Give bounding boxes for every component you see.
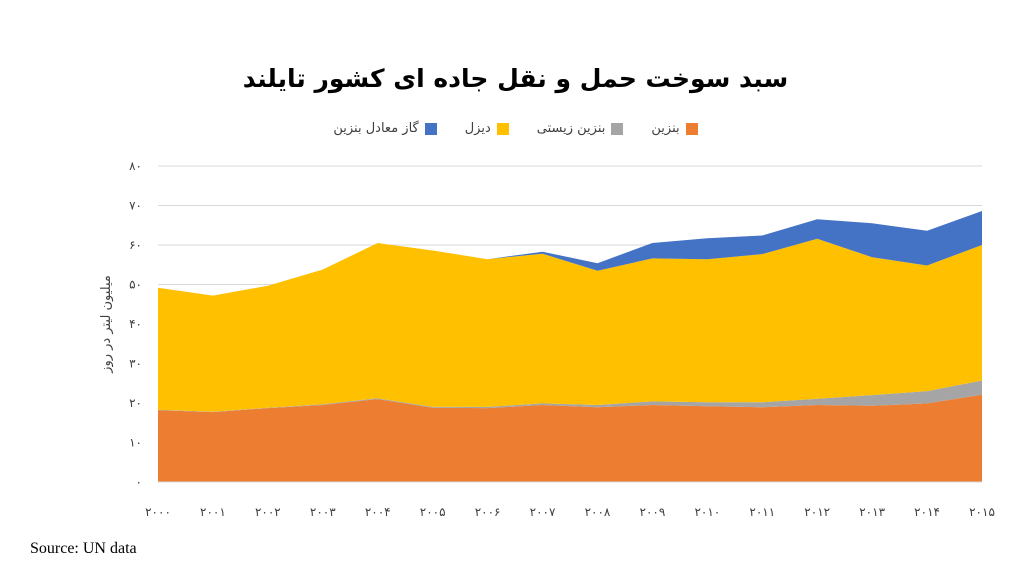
x-tick-label: ۲۰۰۰ bbox=[145, 505, 171, 519]
x-tick-label: ۲۰۱۵ bbox=[969, 505, 995, 519]
x-tick-label: ۲۰۰۸ bbox=[585, 505, 611, 519]
legend-item: دیزل bbox=[465, 121, 509, 136]
y-axis-title: میلیون لیتر در روز bbox=[99, 275, 114, 374]
x-tick-label: ۲۰۱۰ bbox=[694, 505, 720, 519]
x-tick-label: ۲۰۰۳ bbox=[310, 505, 336, 519]
legend-swatch bbox=[496, 122, 509, 135]
x-tick-label: ۲۰۰۵ bbox=[420, 505, 446, 519]
x-tick-label: ۲۰۱۳ bbox=[859, 505, 885, 519]
x-tick-label: ۲۰۰۱ bbox=[200, 505, 226, 519]
y-tick-label: ۴۰ bbox=[129, 317, 142, 331]
y-tick-label: ۷۰ bbox=[129, 199, 142, 213]
x-tick-label: ۲۰۰۷ bbox=[530, 505, 556, 519]
y-tick-label: ۳۰ bbox=[129, 357, 142, 371]
legend-item: بنزین زیستی bbox=[537, 121, 624, 136]
x-tick-label: ۲۰۰۶ bbox=[475, 505, 501, 519]
y-tick-label: ۱۰ bbox=[129, 436, 142, 450]
series-area bbox=[158, 380, 982, 413]
legend-item: گاز معادل بنزین bbox=[333, 121, 437, 136]
legend-label: بنزین زیستی bbox=[536, 121, 606, 136]
legend: بنزین بنزین زیستی دیزل گاز معادل بنزین bbox=[0, 121, 1031, 136]
legend-swatch bbox=[685, 122, 698, 135]
y-tick-label: ۶۰ bbox=[129, 238, 142, 252]
y-tick-label: ۲۰ bbox=[129, 396, 142, 410]
x-tick-label: ۲۰۰۴ bbox=[365, 505, 391, 519]
legend-label: دیزل bbox=[464, 121, 491, 136]
series-area bbox=[158, 394, 982, 482]
x-tick-label: ۲۰۱۲ bbox=[804, 505, 830, 519]
legend-item: بنزین bbox=[651, 121, 698, 136]
y-tick-label: ۸۰ bbox=[129, 159, 142, 173]
x-tick-label: ۲۰۱۱ bbox=[749, 505, 775, 519]
x-tick-label: ۲۰۰۲ bbox=[255, 505, 281, 519]
legend-label: گاز معادل بنزین bbox=[333, 121, 419, 136]
series-area bbox=[158, 238, 982, 412]
x-tick-label: ۲۰۰۹ bbox=[640, 505, 666, 519]
legend-swatch bbox=[424, 122, 437, 135]
y-tick-label: ۵۰ bbox=[129, 278, 142, 292]
legend-swatch bbox=[611, 122, 624, 135]
chart-title: سبد سوخت حمل و نقل جاده ای کشور تایلند bbox=[242, 64, 789, 93]
series-area bbox=[158, 211, 982, 296]
y-tick-label: ۰ bbox=[136, 475, 142, 489]
source-note: Source: UN data bbox=[30, 540, 137, 557]
x-tick-label: ۲۰۱۴ bbox=[914, 505, 940, 519]
legend-label: بنزین bbox=[651, 121, 680, 136]
